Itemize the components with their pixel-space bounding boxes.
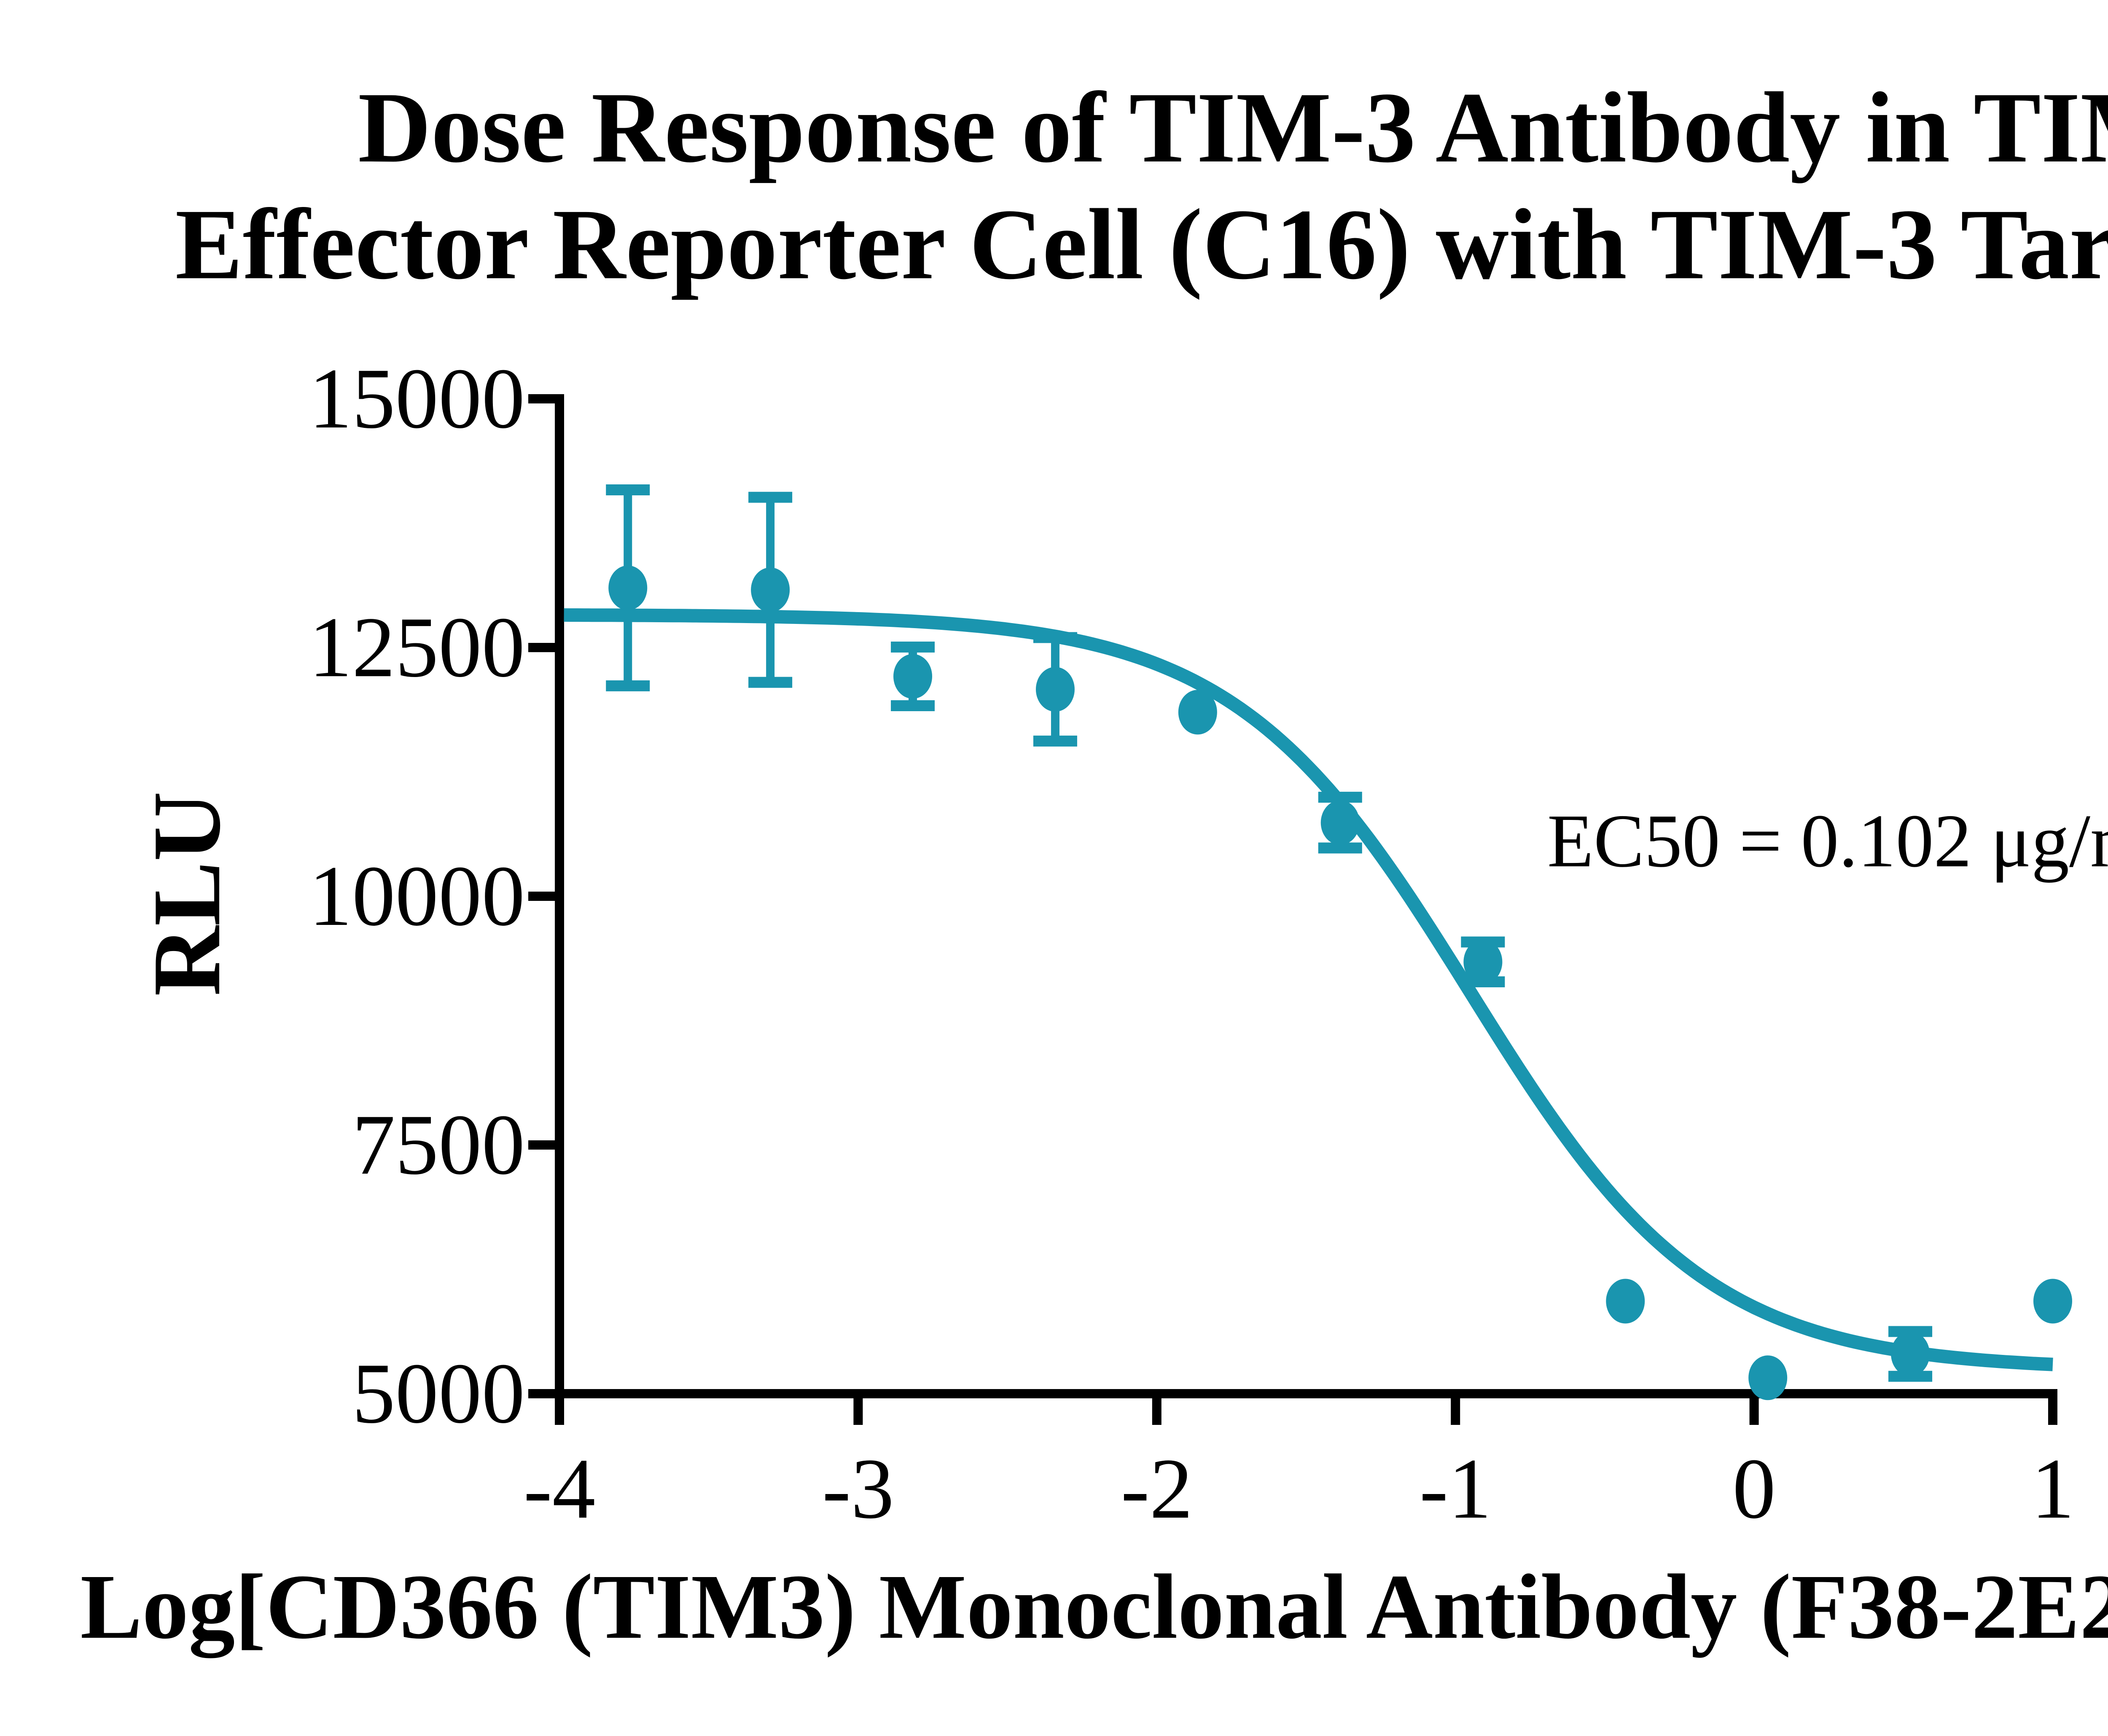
x-tick-label: -3 (822, 1441, 894, 1537)
y-tick-label: 10000 (309, 848, 525, 944)
chart-title-line1: Dose Response of TIM-3 Antibody in TIM-3 (358, 71, 2108, 183)
x-axis: -4 -3 -2 -1 0 1 (524, 1389, 2075, 1537)
x-tick-label: 1 (2031, 1441, 2075, 1537)
data-point (1320, 800, 1360, 845)
data-point (1748, 1355, 1788, 1400)
x-tick-label: -2 (1121, 1441, 1193, 1537)
ec50-annotation: EC50 = 0.102 μg/ml (1547, 799, 2108, 883)
data-point (1606, 1279, 1645, 1324)
data-point (608, 565, 648, 610)
data-point (1891, 1331, 1930, 1376)
y-axis: 5000 7500 10000 12500 15000 (309, 351, 564, 1441)
data-point (1035, 667, 1075, 712)
fit-curve (564, 608, 2053, 1371)
x-tick-label: 0 (1732, 1441, 1776, 1537)
x-axis-title: Log[CD366 (TIM3) Monoclonal Antibody (F3… (80, 1555, 2108, 1658)
data-point (1178, 690, 1217, 735)
x-tick-label: -1 (1420, 1441, 1492, 1537)
y-axis-title: RLU (133, 791, 240, 996)
y-tick-label: 12500 (309, 599, 525, 695)
x-tick-label: -4 (524, 1441, 596, 1537)
data-point (751, 567, 790, 613)
y-tick-label: 5000 (352, 1346, 525, 1441)
data-point (893, 654, 933, 699)
x-tick-group: -4 -3 -2 -1 0 1 (524, 1394, 2075, 1537)
y-tick-label: 7500 (352, 1097, 525, 1193)
chart-title-line2: Effector Reporter Cell (C16) with TIM-3 … (175, 188, 2108, 301)
data-point (2033, 1279, 2072, 1324)
y-tick-label: 15000 (309, 351, 525, 446)
data-point (1463, 939, 1503, 984)
y-tick-group: 5000 7500 10000 12500 15000 (309, 351, 559, 1441)
data-point-group (608, 565, 2072, 1400)
